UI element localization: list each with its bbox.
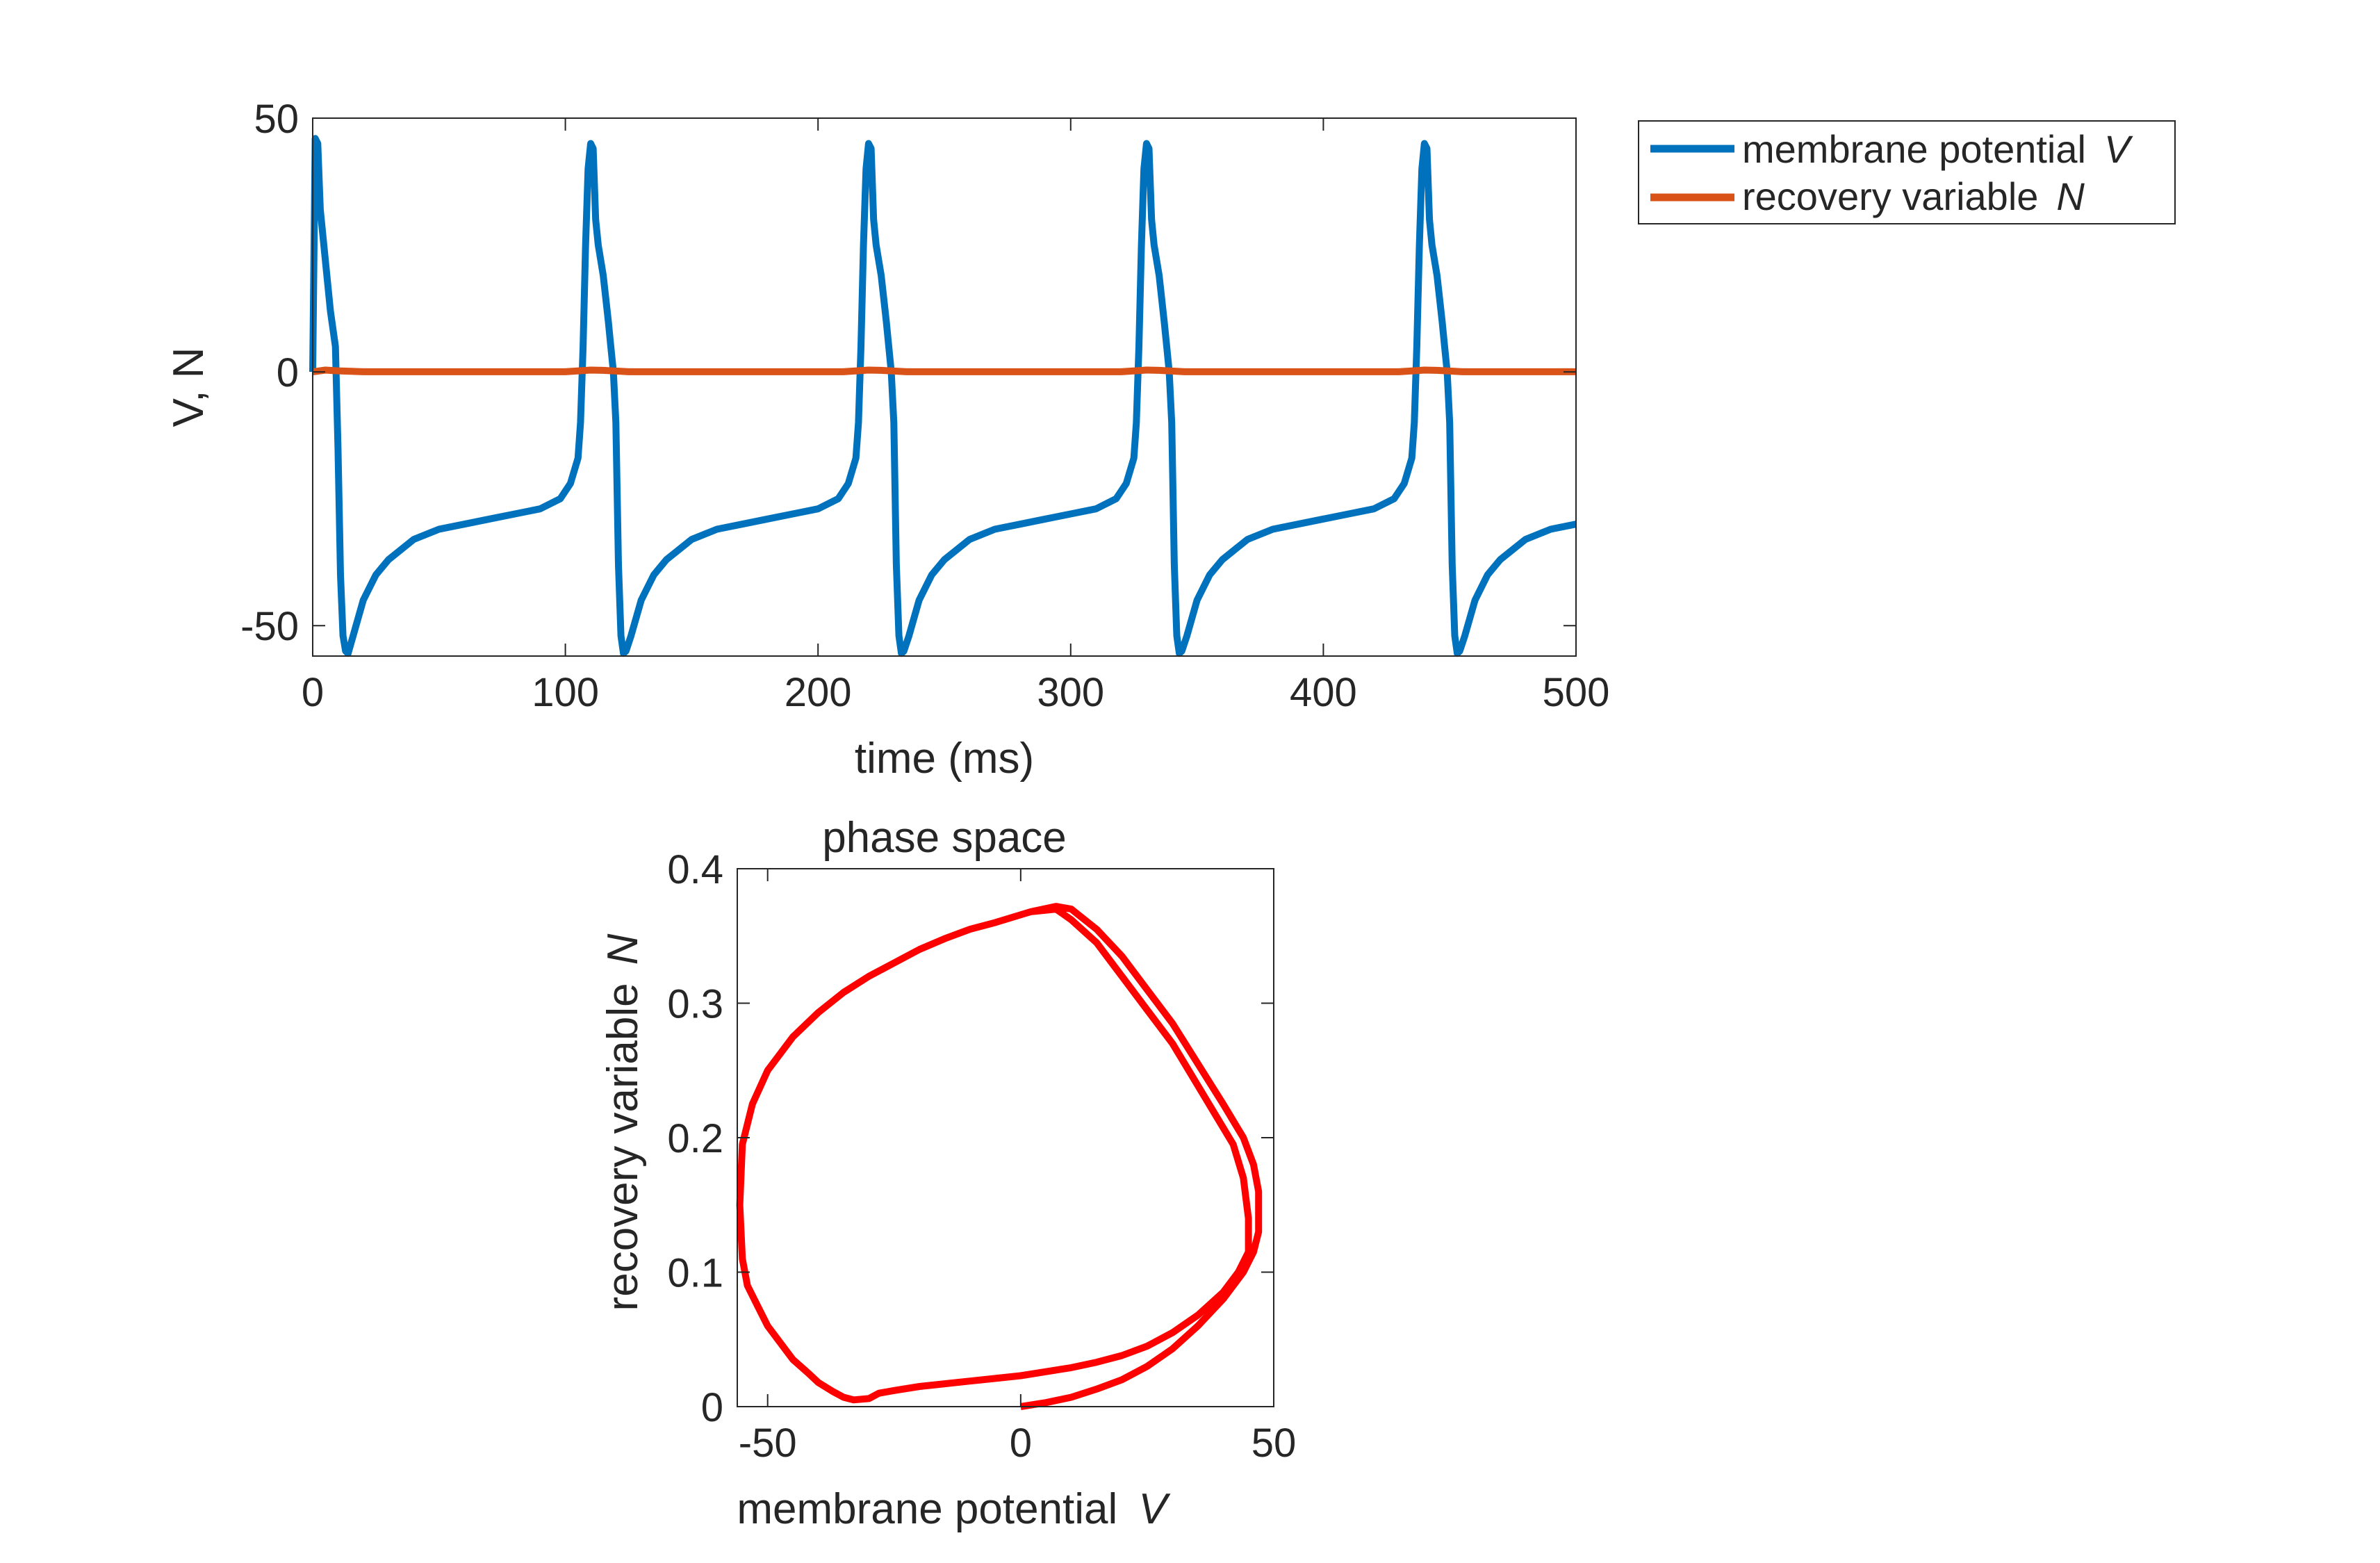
ps-y-tick-label: 0.2 [667,1116,723,1161]
ts-x-tick-label: 100 [532,670,599,715]
ts-x-tick-label: 0 [302,670,324,715]
ps-x-axis-label: membrane potential V [737,1485,1171,1533]
phase-space-chart: phase space -50 0 50 0 0.1 0.2 0.3 0.4 membran… [599,814,1296,1533]
ps-y-tick-label: 0.4 [667,847,723,892]
ps-y-tick-label: 0.3 [667,982,723,1027]
ts-plot-area [313,118,1576,656]
ts-series-line-1 [312,366,1576,376]
ts-x-ticks: 0 100 200 300 400 500 [302,118,1610,715]
legend-label-membrane-potential: membrane potential V [1742,127,2133,171]
ps-y-tick-label: 0.1 [667,1251,723,1296]
ps-x-tick-label: 0 [1010,1421,1032,1466]
ps-x-tick-label: -50 [739,1421,797,1466]
ts-y-tick-label: 50 [254,97,299,142]
ts-axes-box [312,117,1577,657]
ts-x-tick-label: 300 [1037,670,1104,715]
ts-y-tick-label: -50 [240,604,299,649]
ts-x-axis-label: time (ms) [855,735,1034,783]
ps-plot-area [737,869,1274,1407]
ts-x-tick-label: 400 [1290,670,1357,715]
ps-x-ticks: -50 0 50 [739,869,1296,1466]
ps-y-ticks: 0 0.1 0.2 0.3 0.4 [667,847,1274,1430]
ts-x-tick-label: 200 [785,670,852,715]
ts-y-axis-label: V, N [165,347,213,427]
legend-box [1638,120,2176,224]
ps-series-group [736,903,1263,1410]
ts-y-tick-label: 0 [277,350,299,395]
ts-series-line-0 [309,135,1577,657]
ps-y-tick-label: 0 [701,1385,723,1430]
ts-y-ticks: -50 0 50 [240,97,1576,649]
legend-label-recovery-variable: recovery variable N [1742,174,2085,218]
ps-series-line-0 [736,903,1263,1410]
ts-series-group [309,135,1577,657]
ps-x-tick-label: 50 [1251,1421,1297,1466]
ts-legend: membrane potential V recovery variable N [1638,120,2176,224]
ps-title: phase space [822,814,1067,862]
ps-y-axis-label: recovery variableN [599,933,647,1311]
ts-x-tick-label: 500 [1543,670,1610,715]
